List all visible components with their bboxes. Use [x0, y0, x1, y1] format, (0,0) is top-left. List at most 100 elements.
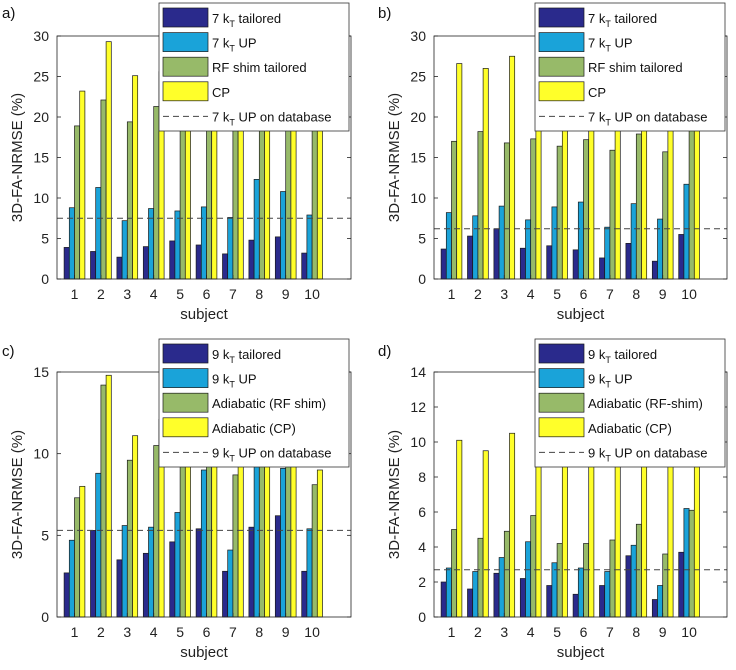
- bar-series-4-subject-2: [105, 374, 112, 618]
- x-tick-label: 4: [150, 286, 158, 302]
- bar-series-2-subject-7: [227, 217, 234, 280]
- legend-label-2: 7 kT UP: [212, 36, 257, 54]
- bar-series-2-subject-1: [68, 539, 75, 618]
- x-tick-label: 6: [203, 624, 211, 640]
- x-tick-label: 8: [632, 624, 640, 640]
- bar-series-2-subject-6: [200, 469, 207, 618]
- x-tick-label: 4: [150, 624, 158, 640]
- legend-label-3: Adiabatic (RF shim): [212, 396, 326, 411]
- y-tick-label: 10: [33, 190, 49, 206]
- bar-series-2-subject-5: [551, 562, 558, 618]
- panel-label: d): [378, 343, 391, 360]
- bar-series-2-subject-3: [121, 220, 128, 280]
- x-tick-label: 9: [659, 286, 667, 302]
- y-tick-label: 0: [41, 271, 49, 287]
- bar-series-2-subject-9: [657, 218, 664, 280]
- x-tick-label: 5: [553, 624, 561, 640]
- y-tick-label: 30: [410, 28, 426, 44]
- x-tick-label: 6: [580, 624, 588, 640]
- legend-label-4: CP: [212, 85, 230, 100]
- legend-label-4: CP: [588, 85, 606, 100]
- bar-series-4-subject-1: [79, 90, 86, 280]
- chart-panel-2: b) 0 5 10 15 20 25 30 1 2 3 4 5 6 7 8 9 10 subject 3D-FA-NR…: [378, 2, 728, 323]
- bar-series-3-subject-5: [556, 145, 563, 280]
- bar-series-3-subject-3: [126, 459, 133, 618]
- chart-panel-3: c) 0 5 10 15 1 2 3 4 5 6 7 8 9 10 subject 3D-FA-NRMSE (%…: [2, 338, 352, 661]
- panel-label: a): [2, 5, 15, 22]
- bar-series-1-subject-6: [572, 249, 579, 280]
- bar-series-3-subject-9: [285, 454, 292, 618]
- bar-series-3-subject-2: [100, 99, 107, 280]
- bar-series-1-subject-2: [467, 235, 474, 280]
- y-tick-label: 10: [33, 446, 49, 462]
- bar-series-1-subject-3: [493, 228, 500, 280]
- bar-series-2-subject-3: [498, 205, 505, 280]
- bar-series-3-subject-8: [635, 133, 642, 280]
- bar-series-2-subject-1: [445, 567, 452, 618]
- x-tick-label: 1: [448, 286, 456, 302]
- x-tick-label: 8: [255, 286, 263, 302]
- x-tick-label: 9: [282, 624, 290, 640]
- bar-series-3-subject-3: [503, 142, 510, 280]
- bar-series-3-subject-10: [311, 484, 318, 618]
- y-tick-label: 0: [41, 609, 49, 625]
- legend-swatch-1: [538, 343, 585, 364]
- legend-swatch-2: [162, 32, 209, 52]
- bar-series-2-subject-9: [657, 585, 664, 618]
- bar-series-2-subject-8: [253, 466, 260, 618]
- y-tick-label: 0: [418, 609, 426, 625]
- bar-series-3-subject-1: [451, 529, 458, 618]
- bar-series-1-subject-2: [90, 530, 97, 618]
- legend-swatch-1: [538, 7, 585, 28]
- bar-series-4-subject-10: [316, 469, 323, 618]
- y-tick-label: 25: [410, 69, 426, 85]
- legend-swatch-3: [162, 392, 209, 413]
- x-tick-label: 6: [203, 286, 211, 302]
- bar-series-1-subject-1: [63, 572, 70, 618]
- bar-series-3-subject-4: [153, 106, 160, 280]
- bar-series-3-subject-6: [206, 463, 213, 618]
- legend-label-1: 9 kT tailored: [588, 347, 657, 365]
- bar-series-1-subject-3: [493, 572, 500, 618]
- bar-series-2-subject-8: [253, 179, 260, 280]
- x-tick-label: 10: [681, 286, 697, 302]
- legend: 7 kT tailored 7 kT UP RF shim tailored CP 7 …: [158, 2, 350, 132]
- bar-series-2-subject-10: [306, 528, 313, 618]
- y-tick-label: 15: [33, 364, 49, 380]
- bar-series-2-subject-5: [551, 206, 558, 280]
- legend-swatch-2: [538, 368, 585, 388]
- bar-series-3-subject-5: [179, 112, 186, 280]
- bar-series-3-subject-9: [662, 553, 669, 618]
- bar-series-3-subject-8: [258, 106, 265, 280]
- x-tick-label: 8: [632, 286, 640, 302]
- bar-series-4-subject-3: [132, 75, 139, 280]
- bar-series-4-subject-5: [561, 452, 568, 618]
- bar-series-1-subject-10: [678, 234, 685, 280]
- legend-swatch-1: [162, 343, 209, 364]
- y-tick-label: 5: [418, 231, 426, 247]
- x-tick-label: 2: [97, 286, 105, 302]
- bar-series-1-subject-4: [519, 578, 526, 618]
- bar-series-1-subject-8: [248, 526, 255, 618]
- y-tick-label: 20: [410, 109, 426, 125]
- legend-label-3: RF shim tailored: [212, 60, 307, 75]
- bar-series-1-subject-6: [195, 528, 202, 618]
- bar-series-3-subject-3: [126, 121, 133, 280]
- x-tick-label: 10: [304, 624, 320, 640]
- bar-series-4-subject-7: [614, 457, 621, 618]
- legend-swatch-3: [538, 56, 585, 77]
- legend-label-3: RF shim tailored: [588, 60, 683, 75]
- x-tick-label: 5: [176, 624, 184, 640]
- bar-series-1-subject-7: [599, 585, 606, 618]
- bar-series-4-subject-5: [184, 458, 191, 618]
- bar-series-1-subject-6: [195, 244, 202, 280]
- y-tick-label: 30: [33, 28, 49, 44]
- x-axis-label: subject: [180, 306, 228, 323]
- bar-series-4-subject-3: [509, 55, 516, 280]
- legend: 7 kT tailored 7 kT UP RF shim tailored CP 7 …: [534, 2, 726, 132]
- bar-series-4-subject-3: [132, 435, 139, 618]
- bar-series-2-subject-6: [577, 567, 584, 618]
- bar-series-2-subject-7: [604, 571, 611, 618]
- x-tick-label: 3: [500, 286, 508, 302]
